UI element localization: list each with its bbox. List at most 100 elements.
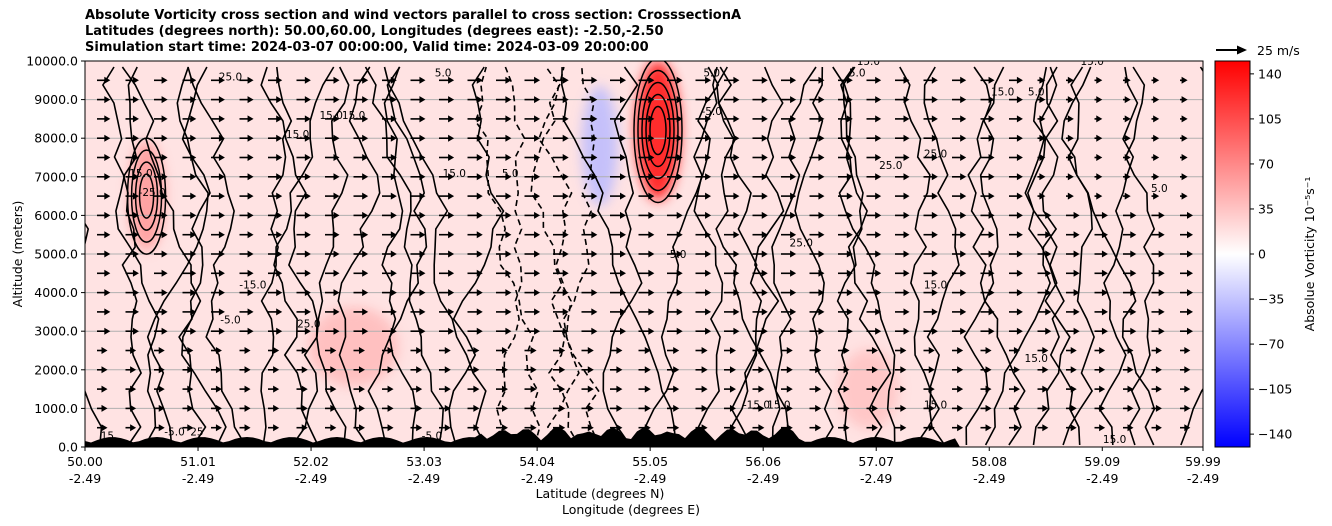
- wind-arrow-head: [333, 211, 340, 219]
- wind-arrow-head: [733, 269, 740, 277]
- wind-arrow-head: [620, 173, 626, 181]
- wind-arrow-head: [1096, 134, 1103, 142]
- wind-arrow-head: [132, 269, 139, 277]
- wind-arrow-head: [591, 231, 598, 239]
- wind-arrow-head: [1099, 404, 1106, 412]
- wind-arrow-head: [419, 134, 426, 142]
- wind-arrow-head: [562, 76, 569, 84]
- wind-arrow-head: [534, 308, 541, 316]
- wind-arrow-head: [818, 211, 825, 219]
- y-tick-label: 7000.0: [34, 169, 78, 184]
- wind-arrow-head: [387, 385, 394, 393]
- wind-arrow-head: [620, 308, 626, 316]
- wind-arrow-head: [273, 385, 280, 393]
- wind-arrow-head: [215, 366, 222, 374]
- contour-label: 15.0: [924, 280, 947, 292]
- wind-arrow-head: [1181, 115, 1188, 123]
- wind-arrow-head: [1153, 76, 1160, 84]
- colorbar-label: Absolue Vorticity 10⁻⁵s⁻¹: [1302, 177, 1317, 332]
- wind-arrow-head: [104, 289, 111, 297]
- wind-arrow-head: [931, 327, 938, 335]
- wind-arrow-head: [1101, 269, 1108, 277]
- wind-arrow-head: [333, 96, 340, 104]
- wind-arrow-head: [960, 211, 967, 219]
- contour-line: [291, 66, 350, 446]
- wind-arrow-head: [931, 76, 938, 84]
- wind-arrow-head: [871, 424, 878, 432]
- contour-line: [1067, 66, 1156, 446]
- wind-arrow-head: [333, 134, 340, 142]
- contour-loop: [138, 173, 155, 219]
- wind-arrow-head: [931, 231, 938, 239]
- wind-arrow-head: [444, 347, 451, 354]
- wind-arrow-head: [616, 424, 623, 432]
- wind-arrow-head: [985, 424, 992, 432]
- wind-arrow-head: [218, 96, 225, 104]
- wind-arrow-head: [846, 211, 853, 219]
- x-tick-latitude: 54.04: [519, 454, 555, 469]
- wind-arrow-head: [218, 269, 225, 277]
- wind-arrow-head: [304, 115, 311, 123]
- wind-arrow-head: [875, 192, 882, 200]
- wind-arrow-head: [620, 269, 626, 277]
- contour-line: [1124, 66, 1156, 446]
- wind-arrow-head: [648, 231, 655, 239]
- wind-arrow-head: [818, 154, 825, 161]
- wind-arrow-head: [101, 347, 108, 354]
- y-tick-label: 0.0: [58, 440, 78, 455]
- wind-arrow-head: [705, 192, 712, 200]
- wind-arrow-head: [591, 96, 598, 104]
- wind-arrow-head: [158, 366, 165, 374]
- contour-line: [1024, 66, 1071, 446]
- x-tick-latitude: 59.09: [1084, 454, 1120, 469]
- wind-arrow-head: [130, 347, 137, 354]
- wind-arrow-head: [387, 404, 394, 412]
- wind-arrow-head: [390, 250, 397, 258]
- wind-arrow-head: [1016, 115, 1023, 123]
- vorticity-feature: [308, 306, 399, 387]
- contour-line: [270, 66, 319, 446]
- wind-arrow-head: [132, 154, 139, 161]
- wind-arrow-head: [1124, 173, 1131, 181]
- wind-arrow-head: [190, 173, 197, 181]
- wind-arrow-head: [648, 308, 655, 316]
- wind-arrow-head: [729, 385, 736, 393]
- wind-arrow-head: [1067, 154, 1074, 161]
- wind-arrow-head: [473, 404, 480, 412]
- x-tick-longitude: -2.49: [1086, 471, 1118, 486]
- contour-line: [546, 66, 596, 446]
- wind-arrow-head: [1124, 96, 1131, 104]
- wind-arrow-head: [534, 76, 541, 84]
- wind-arrow-head: [1016, 96, 1023, 104]
- wind-arrow-head: [733, 96, 740, 104]
- wind-arrow-head: [476, 192, 483, 200]
- colorbar-tick-label: 70: [1258, 156, 1274, 171]
- wind-arrow-head: [903, 173, 910, 181]
- x-tick-longitude: -2.49: [182, 471, 214, 486]
- wind-arrow-head: [362, 115, 369, 123]
- contour-line: [984, 66, 1059, 446]
- wind-arrow-head: [815, 366, 822, 374]
- wind-arrow-head: [501, 366, 508, 374]
- wind-arrow-head: [416, 404, 423, 412]
- contour-line: [832, 66, 892, 446]
- wind-arrow-head: [815, 404, 822, 412]
- x-tick-longitude: -2.49: [408, 471, 440, 486]
- contour-label: 15.0: [857, 56, 880, 68]
- wind-arrow-head: [928, 385, 935, 393]
- wind-arrow-head: [790, 154, 797, 161]
- wind-arrow-head: [190, 308, 197, 316]
- wind-arrow-head: [358, 385, 365, 393]
- wind-arrow-head: [1099, 385, 1106, 393]
- wind-arrow-head: [846, 173, 853, 181]
- wind-arrow-head: [132, 308, 139, 316]
- wind-arrow-head: [276, 192, 283, 200]
- wind-arrow-head: [448, 154, 455, 161]
- wind-arrow-head: [1101, 289, 1108, 297]
- wind-arrow-head: [218, 231, 225, 239]
- wind-arrow-head: [562, 308, 569, 316]
- wind-arrow-head: [1070, 347, 1077, 354]
- wind-arrow-head: [1158, 308, 1165, 316]
- wind-arrow-head: [843, 366, 850, 374]
- wind-arrow-head: [1013, 404, 1020, 412]
